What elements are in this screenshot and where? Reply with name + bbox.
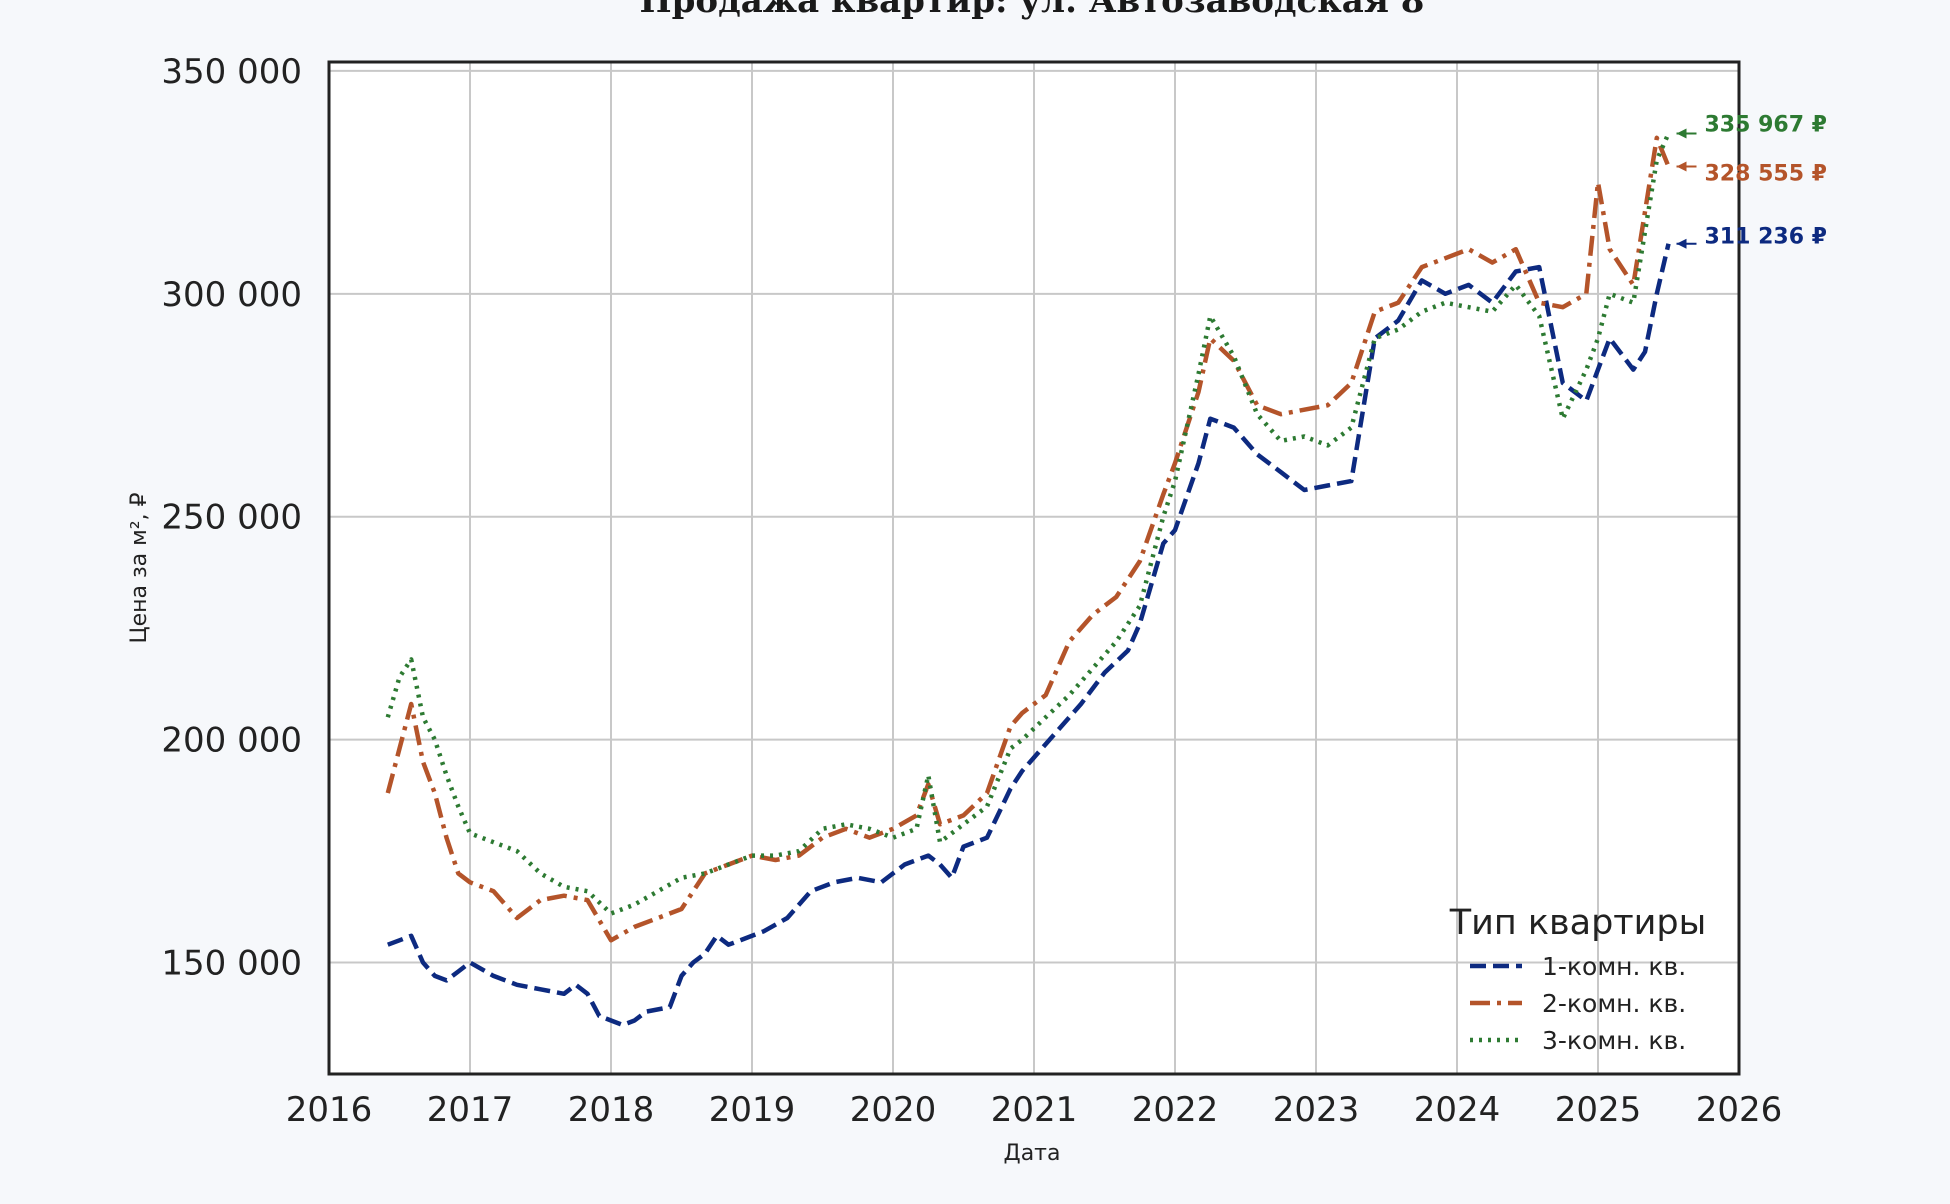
x-tick-label: 2023	[1273, 1090, 1360, 1130]
series-line-1	[387, 243, 1671, 1028]
y-tick-label: 350 000	[161, 52, 302, 92]
series-line-3	[385, 132, 1671, 916]
x-tick-label: 2016	[286, 1090, 373, 1130]
x-tick-label: 2021	[991, 1090, 1078, 1130]
y-tick-label: 250 000	[161, 498, 302, 538]
legend-title: Тип квартиры	[1449, 903, 1707, 943]
y-tick-label: 300 000	[161, 275, 302, 315]
x-tick-label: 2019	[709, 1090, 796, 1130]
y-tick-label: 200 000	[161, 721, 302, 761]
end-label-1: 311 236 ₽	[1705, 225, 1827, 250]
y-tick-labels: 150 000 200 000 250 000 300 000 350 000	[161, 52, 302, 984]
end-labels: 311 236 ₽ 328 555 ₽ 335 967 ₽	[1676, 112, 1827, 250]
legend-items: 1-комн. кв. 2-комн. кв. 3-комн. кв.	[1470, 952, 1686, 1055]
x-tick-label: 2024	[1414, 1090, 1501, 1130]
x-tick-label: 2018	[568, 1090, 655, 1130]
x-tick-labels: 2016 2017 2018 2019 2020 2021 2022 2023 2024 2025…	[286, 1090, 1783, 1130]
x-axis-label: Дата	[1004, 1141, 1061, 1166]
x-tick-label: 2026	[1696, 1090, 1783, 1130]
y-axis-label: Цена за м², ₽	[127, 492, 152, 643]
x-tick-label: 2022	[1132, 1090, 1219, 1130]
legend-label-2: 2-комн. кв.	[1542, 989, 1686, 1018]
end-arrowhead-1	[1676, 238, 1687, 249]
legend-label-1: 1-комн. кв.	[1542, 952, 1686, 981]
y-tick-label: 150 000	[161, 944, 302, 984]
legend: Тип квартиры 1-комн. кв. 2-комн. кв. 3-ком…	[1449, 903, 1707, 1055]
series-layer	[385, 132, 1671, 1028]
chart-title: Продажа квартир: ул. Автозаводская 8	[640, 0, 1425, 21]
series-line-2	[385, 135, 1671, 943]
legend-label-3: 3-комн. кв.	[1542, 1026, 1686, 1055]
x-tick-label: 2017	[427, 1090, 514, 1130]
x-tick-label: 2025	[1555, 1090, 1642, 1130]
end-arrowhead-3	[1676, 128, 1687, 139]
end-label-2: 328 555 ₽	[1705, 162, 1827, 187]
end-arrowhead-2	[1676, 161, 1687, 172]
end-label-3: 335 967 ₽	[1705, 112, 1827, 137]
x-tick-label: 2020	[850, 1090, 937, 1130]
plot-frame	[327, 60, 1741, 1076]
